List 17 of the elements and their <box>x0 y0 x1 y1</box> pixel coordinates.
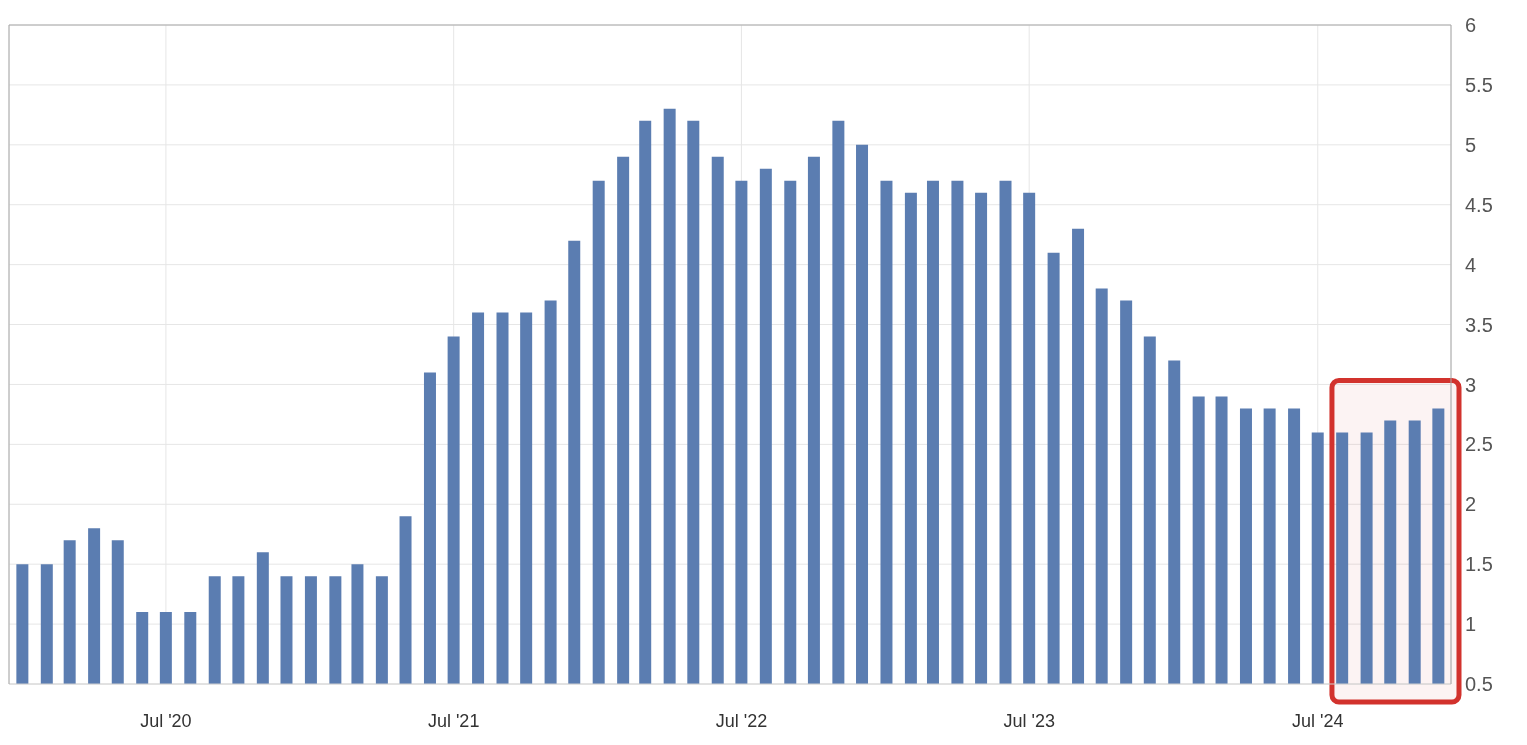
x-tick-label: Jul '23 <box>1003 710 1055 731</box>
y-tick-label: 5 <box>1465 133 1477 156</box>
y-tick-label: 3.5 <box>1465 313 1493 336</box>
x-tick-label: Jul '20 <box>140 710 192 731</box>
x-tick-label: Jul '22 <box>715 710 768 731</box>
y-tick-label: 1 <box>1465 613 1477 636</box>
x-tick-label: Jul '24 <box>1292 710 1344 731</box>
y-tick-label: 6 <box>1465 14 1477 37</box>
y-tick-label: 0.5 <box>1465 673 1493 696</box>
x-tick-label: Jul '21 <box>427 710 480 731</box>
y-tick-label: 4.5 <box>1465 193 1493 216</box>
y-tick-label: 2 <box>1465 493 1477 516</box>
y-tick-label: 2.5 <box>1465 433 1493 456</box>
y-tick-label: 5.5 <box>1465 74 1493 97</box>
y-tick-label: 4 <box>1465 253 1477 276</box>
y-tick-label: 1.5 <box>1465 553 1493 576</box>
y-tick-label: 3 <box>1465 373 1477 396</box>
